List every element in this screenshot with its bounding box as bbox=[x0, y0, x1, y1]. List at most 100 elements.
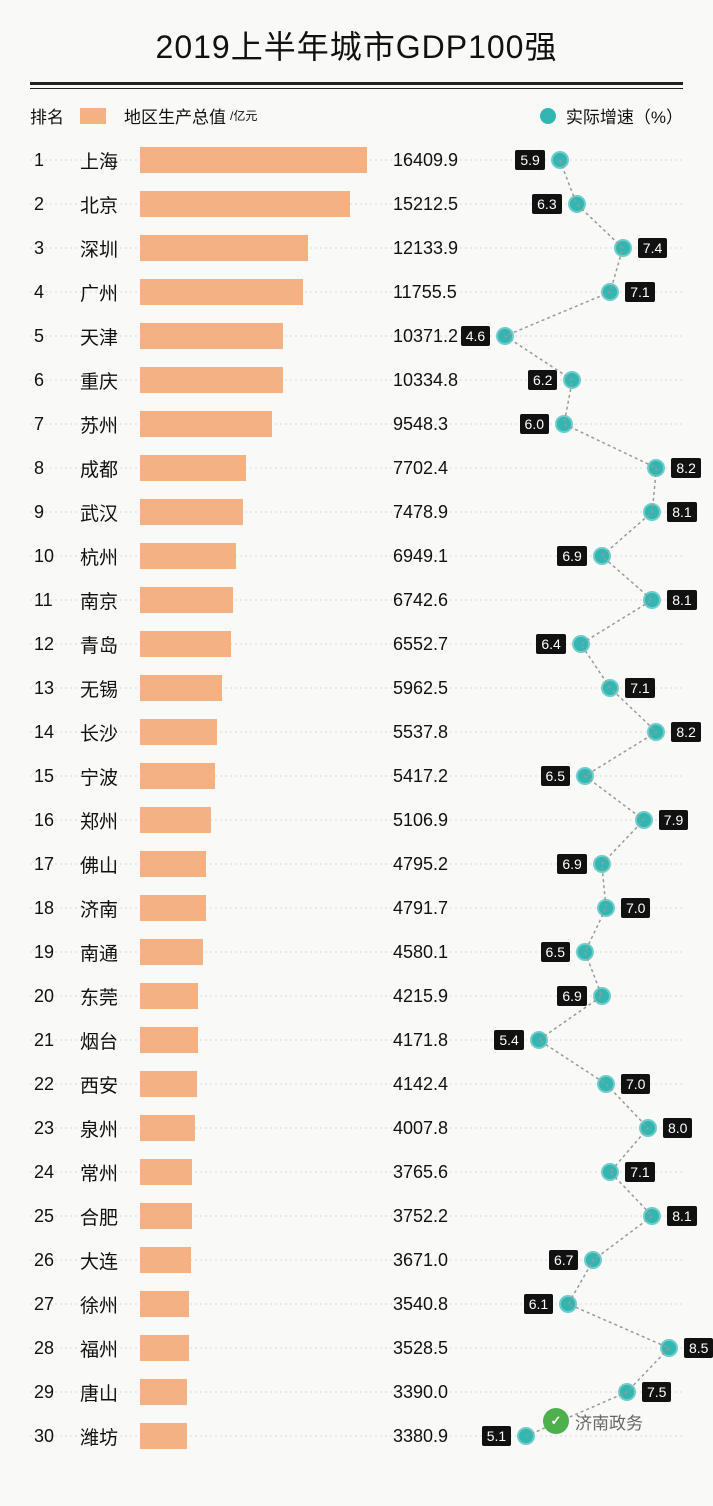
gdp-bar bbox=[140, 191, 350, 217]
growth-badge: 7.0 bbox=[621, 898, 650, 918]
data-row: 13无锡5962.57.1 bbox=[30, 666, 683, 710]
gdp-bar bbox=[140, 543, 236, 569]
gdp-value: 4007.8 bbox=[375, 1118, 460, 1139]
growth-marker: 6.9 bbox=[557, 974, 610, 1018]
growth-marker: 4.6 bbox=[461, 314, 514, 358]
growth-badge: 7.1 bbox=[625, 1162, 654, 1182]
city-cell: 南京 bbox=[80, 587, 140, 614]
rank-cell: 1 bbox=[30, 150, 80, 171]
growth-marker: 7.1 bbox=[601, 270, 654, 314]
growth-marker: 7.0 bbox=[597, 1062, 650, 1106]
growth-dot bbox=[496, 327, 514, 345]
bar-wrap bbox=[140, 1027, 375, 1053]
gdp-bar bbox=[140, 1159, 192, 1185]
gdp-bar bbox=[140, 147, 367, 173]
bar-wrap bbox=[140, 1379, 375, 1405]
city-cell: 深圳 bbox=[80, 235, 140, 262]
growth-marker: 8.5 bbox=[660, 1326, 713, 1370]
growth-badge: 6.1 bbox=[524, 1294, 553, 1314]
gdp-value: 15212.5 bbox=[375, 194, 460, 215]
growth-badge: 8.1 bbox=[667, 502, 696, 522]
growth-marker: 7.0 bbox=[597, 886, 650, 930]
growth-dot bbox=[635, 811, 653, 829]
growth-badge: 5.4 bbox=[494, 1030, 523, 1050]
bar-wrap bbox=[140, 543, 375, 569]
rank-cell: 21 bbox=[30, 1030, 80, 1051]
gdp-bar bbox=[140, 719, 217, 745]
growth-marker: 8.2 bbox=[647, 710, 700, 754]
growth-marker: 6.3 bbox=[532, 182, 585, 226]
data-row: 12青岛6552.76.4 bbox=[30, 622, 683, 666]
growth-badge: 7.1 bbox=[625, 678, 654, 698]
gdp-bar bbox=[140, 763, 215, 789]
rank-cell: 9 bbox=[30, 502, 80, 523]
rank-cell: 29 bbox=[30, 1382, 80, 1403]
city-cell: 泉州 bbox=[80, 1115, 140, 1142]
gdp-bar bbox=[140, 1423, 187, 1449]
bar-wrap bbox=[140, 235, 375, 261]
growth-dot bbox=[601, 1163, 619, 1181]
growth-marker: 8.2 bbox=[647, 446, 700, 490]
gdp-value: 5417.2 bbox=[375, 766, 460, 787]
city-cell: 南通 bbox=[80, 939, 140, 966]
rank-cell: 20 bbox=[30, 986, 80, 1007]
growth-marker: 7.1 bbox=[601, 1150, 654, 1194]
growth-badge: 7.5 bbox=[642, 1382, 671, 1402]
rank-cell: 12 bbox=[30, 634, 80, 655]
bar-wrap bbox=[140, 763, 375, 789]
growth-marker: 6.0 bbox=[520, 402, 573, 446]
rank-cell: 30 bbox=[30, 1426, 80, 1447]
bar-wrap bbox=[140, 719, 375, 745]
gdp-value: 3390.0 bbox=[375, 1382, 460, 1403]
gdp-value: 5962.5 bbox=[375, 678, 460, 699]
growth-dot bbox=[576, 767, 594, 785]
bar-wrap bbox=[140, 191, 375, 217]
gdp-value: 3765.6 bbox=[375, 1162, 460, 1183]
gdp-value: 4142.4 bbox=[375, 1074, 460, 1095]
data-row: 14长沙5537.88.2 bbox=[30, 710, 683, 754]
growth-marker: 7.4 bbox=[614, 226, 667, 270]
rows-container: 1上海16409.95.92北京15212.56.33深圳12133.97.44… bbox=[30, 138, 683, 1458]
growth-dot bbox=[517, 1427, 535, 1445]
growth-badge: 6.9 bbox=[557, 986, 586, 1006]
chart-title: 2019上半年城市GDP100强 bbox=[0, 0, 713, 82]
city-cell: 无锡 bbox=[80, 675, 140, 702]
growth-marker: 6.4 bbox=[536, 622, 589, 666]
gdp-value: 6949.1 bbox=[375, 546, 460, 567]
gdp-bar bbox=[140, 499, 243, 525]
gdp-value: 12133.9 bbox=[375, 238, 460, 259]
gdp-bar bbox=[140, 1203, 192, 1229]
watermark: ✓ 济南政务 bbox=[543, 1408, 643, 1434]
gdp-bar bbox=[140, 323, 283, 349]
data-row: 25合肥3752.28.1 bbox=[30, 1194, 683, 1238]
rank-cell: 24 bbox=[30, 1162, 80, 1183]
growth-dot bbox=[559, 1295, 577, 1313]
city-cell: 武汉 bbox=[80, 499, 140, 526]
bar-wrap bbox=[140, 1291, 375, 1317]
bar-wrap bbox=[140, 1203, 375, 1229]
growth-dot bbox=[647, 723, 665, 741]
gdp-bar bbox=[140, 851, 206, 877]
growth-badge: 5.1 bbox=[482, 1426, 511, 1446]
growth-badge: 8.5 bbox=[684, 1338, 713, 1358]
growth-dot bbox=[551, 151, 569, 169]
gdp-bar bbox=[140, 1027, 198, 1053]
data-row: 9武汉7478.98.1 bbox=[30, 490, 683, 534]
rank-cell: 17 bbox=[30, 854, 80, 875]
data-row: 5天津10371.24.6 bbox=[30, 314, 683, 358]
growth-marker: 8.1 bbox=[643, 490, 696, 534]
growth-marker: 6.5 bbox=[541, 754, 594, 798]
growth-badge: 6.7 bbox=[549, 1250, 578, 1270]
gdp-value: 9548.3 bbox=[375, 414, 460, 435]
city-cell: 广州 bbox=[80, 279, 140, 306]
growth-marker: 6.2 bbox=[528, 358, 581, 402]
rank-cell: 16 bbox=[30, 810, 80, 831]
rank-cell: 11 bbox=[30, 590, 80, 611]
growth-marker: 6.5 bbox=[541, 930, 594, 974]
data-row: 26大连3671.06.7 bbox=[30, 1238, 683, 1282]
growth-badge: 6.9 bbox=[557, 854, 586, 874]
growth-dot bbox=[639, 1119, 657, 1137]
growth-dot bbox=[597, 899, 615, 917]
growth-dot bbox=[593, 987, 611, 1005]
data-row: 6重庆10334.86.2 bbox=[30, 358, 683, 402]
